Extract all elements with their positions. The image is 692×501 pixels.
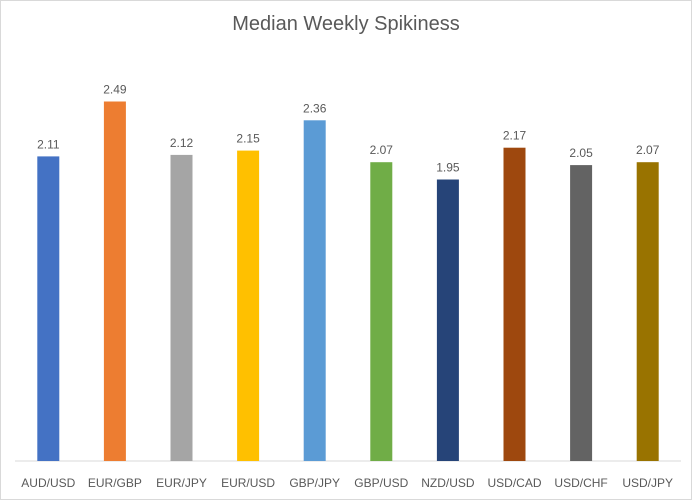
bar-eur-gbp [103,101,126,461]
data-label: 2.17 [503,129,527,143]
bar-usd-jpy [636,162,659,461]
bar-aud-usd [37,156,60,461]
bar-gbp-jpy [303,120,326,462]
data-label: 2.49 [103,83,127,97]
bar-nzd-usd [436,179,459,461]
data-label: 2.07 [636,143,660,157]
data-label: 2.15 [236,132,260,146]
bar-gbp-usd [370,162,393,461]
bar-eur-jpy [170,154,193,461]
data-label: 2.36 [303,101,327,115]
x-tick-label: NZD/USD [421,476,475,490]
chart-title: Median Weekly Spikiness [232,13,460,35]
data-label: 2.05 [569,146,593,160]
x-tick-label: USD/CAD [487,476,541,490]
data-label: 2.07 [370,143,394,157]
x-tick-label: USD/CHF [554,476,607,490]
x-tick-label: EUR/USD [221,476,275,490]
x-tick-label: GBP/USD [354,476,408,490]
x-tick-label: AUD/USD [21,476,75,490]
data-label: 1.95 [436,161,460,175]
x-tick-label: EUR/GBP [88,476,142,490]
x-tick-label: GBP/JPY [289,476,340,490]
x-tick-label: USD/JPY [622,476,673,490]
bar-usd-cad [503,147,526,461]
data-label: 2.12 [170,136,194,150]
bar-usd-chf [570,165,593,461]
x-tick-label: EUR/JPY [156,476,207,490]
bar-eur-usd [237,150,260,461]
data-label: 2.11 [37,137,60,151]
